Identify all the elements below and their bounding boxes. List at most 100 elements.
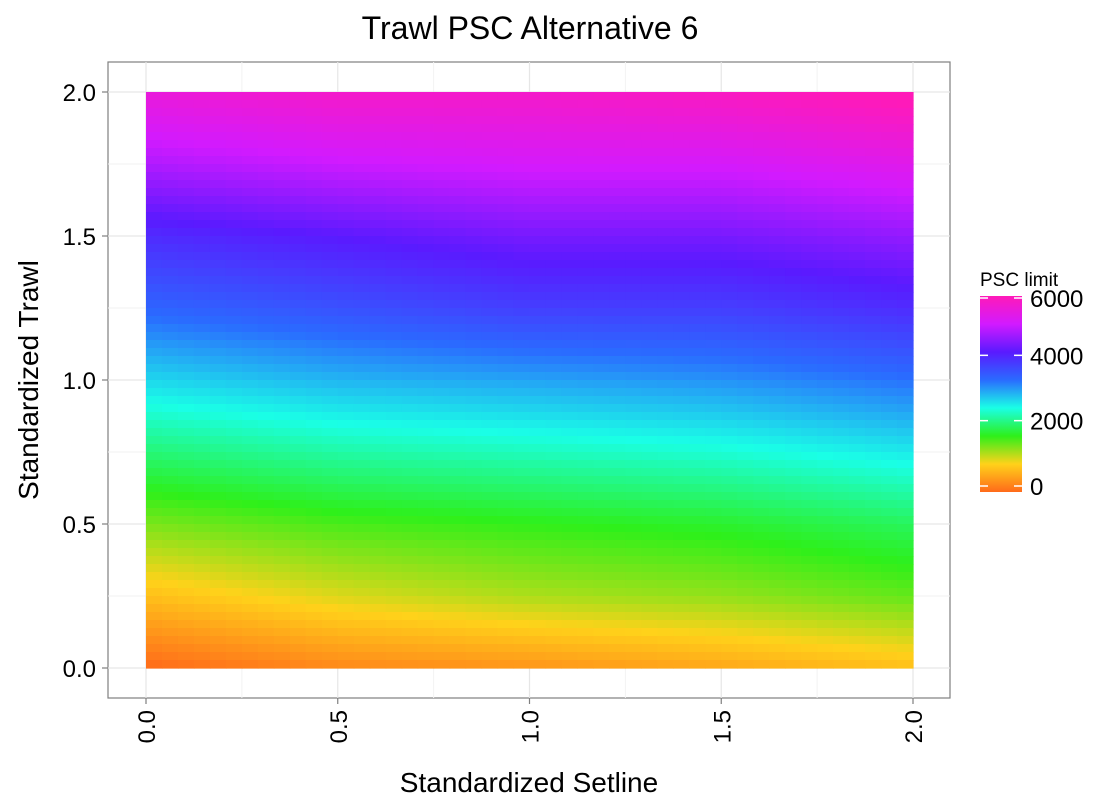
heat-cell	[337, 348, 355, 357]
heat-cell	[561, 444, 579, 453]
heat-cell	[801, 220, 818, 229]
heat-cell	[321, 396, 339, 405]
heat-cell	[641, 540, 658, 549]
heat-cell	[577, 284, 595, 293]
heat-cell	[737, 660, 754, 669]
heat-cell	[321, 164, 339, 173]
heat-cell	[337, 484, 355, 493]
heat-cell	[305, 332, 323, 341]
heat-cell	[705, 340, 722, 349]
heat-cell	[321, 188, 339, 197]
heat-cell	[241, 420, 259, 429]
heat-cell	[737, 612, 754, 621]
heat-cell	[273, 548, 291, 557]
heat-cell	[177, 236, 195, 245]
heat-cell	[369, 228, 387, 237]
heat-cell	[849, 132, 866, 141]
heat-cell	[545, 492, 563, 501]
heat-cell	[865, 268, 882, 277]
heat-cell	[705, 556, 722, 565]
heat-cell	[353, 212, 371, 221]
heat-cell	[785, 476, 802, 485]
heat-cell	[785, 228, 802, 237]
heat-cell	[529, 364, 547, 373]
heat-cell	[881, 332, 898, 341]
heat-cell	[417, 92, 435, 101]
heat-cell	[225, 268, 243, 277]
heat-cell	[657, 372, 674, 381]
heat-cell	[193, 204, 211, 213]
heat-cell	[273, 620, 291, 629]
heat-cell	[305, 220, 323, 229]
heat-cell	[161, 508, 179, 517]
heat-cell	[193, 532, 211, 541]
heat-cell	[273, 436, 291, 445]
heat-cell	[881, 652, 898, 661]
heat-cell	[417, 628, 435, 637]
heat-cell	[705, 604, 722, 613]
heat-cell	[225, 260, 243, 269]
heat-cell	[721, 476, 738, 485]
heat-cell	[209, 540, 227, 549]
heat-cell	[577, 652, 595, 661]
heat-cell	[673, 556, 690, 565]
heat-cell	[689, 452, 706, 461]
heat-cell	[305, 228, 323, 237]
heat-cell	[561, 628, 579, 637]
heat-cell	[481, 636, 499, 645]
heat-cell	[337, 300, 355, 309]
heat-cell	[337, 260, 355, 269]
heat-cell	[833, 580, 850, 589]
heat-cell	[529, 388, 547, 397]
heat-cell	[193, 220, 211, 229]
heat-cell	[241, 404, 259, 413]
heat-cell	[193, 516, 211, 525]
heat-cell	[785, 236, 802, 245]
heat-cell	[161, 284, 179, 293]
heat-cell	[465, 356, 483, 365]
heat-cell	[369, 580, 387, 589]
heat-cell	[273, 340, 291, 349]
heat-cell	[801, 396, 818, 405]
heat-cell	[337, 404, 355, 413]
heat-cell	[305, 660, 323, 669]
heat-cell	[545, 140, 563, 149]
heat-cell	[881, 308, 898, 317]
heat-cell	[337, 164, 355, 173]
heat-cell	[353, 316, 371, 325]
heat-cell	[561, 132, 579, 141]
heat-cell	[705, 620, 722, 629]
heat-cell	[785, 132, 802, 141]
heat-cell	[897, 644, 914, 653]
heat-cell	[865, 164, 882, 173]
heat-cell	[497, 204, 515, 213]
heat-cell	[433, 196, 451, 205]
heat-cell	[673, 580, 690, 589]
heat-cell	[481, 284, 499, 293]
heat-cell	[273, 388, 291, 397]
heat-cell	[561, 92, 579, 101]
heat-cell	[609, 652, 626, 661]
heat-cell	[881, 188, 898, 197]
heat-cell	[241, 92, 259, 101]
heat-cell	[225, 220, 243, 229]
heat-cell	[385, 428, 403, 437]
heat-cell	[497, 436, 515, 445]
heat-cell	[161, 548, 179, 557]
heat-cell	[897, 204, 914, 213]
heat-cell	[881, 620, 898, 629]
heat-cell	[641, 372, 658, 381]
heat-cell	[705, 492, 722, 501]
heat-cell	[657, 364, 674, 373]
heat-cell	[465, 196, 483, 205]
heat-cell	[513, 428, 531, 437]
heat-cell	[801, 388, 818, 397]
heat-cell	[369, 404, 387, 413]
heat-cell	[433, 420, 451, 429]
heat-cell	[449, 108, 467, 117]
heat-cell	[449, 132, 467, 141]
heat-cell	[193, 284, 211, 293]
heat-cell	[657, 188, 674, 197]
heat-cell	[833, 396, 850, 405]
heat-cell	[257, 148, 275, 157]
